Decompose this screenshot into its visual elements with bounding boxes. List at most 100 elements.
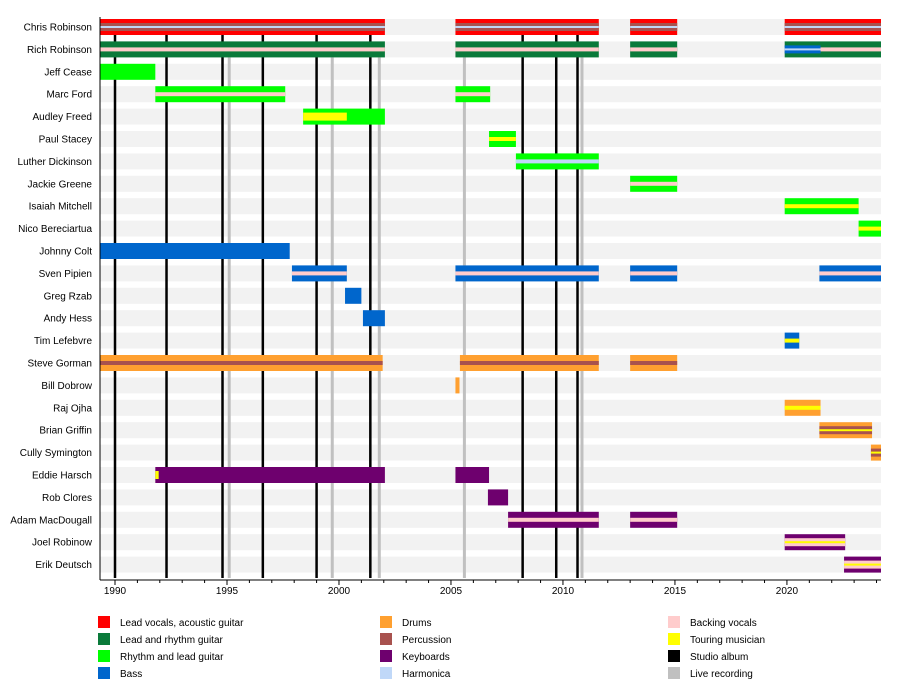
x-tick-label: 1995 xyxy=(216,586,239,597)
row-background xyxy=(100,444,881,461)
x-tick-label: 2015 xyxy=(664,586,687,597)
member-name: Jeff Cease xyxy=(44,67,92,78)
member-name: Erik Deutsch xyxy=(35,560,92,571)
row-background xyxy=(100,86,881,103)
member-stripe-backing-vocals xyxy=(455,271,599,276)
member-bar-bass xyxy=(100,243,290,259)
row-background xyxy=(100,287,881,304)
row-background xyxy=(100,556,881,573)
legend-swatch-bass xyxy=(98,667,110,679)
legend-swatch-studio xyxy=(668,650,680,662)
x-tick-label: 2020 xyxy=(776,586,799,597)
legend-swatch-lead-guitar xyxy=(98,633,110,645)
legend-swatch-backing-vocals xyxy=(668,616,680,628)
member-bar-touring xyxy=(155,471,159,479)
member-name: Johnny Colt xyxy=(39,247,92,258)
member-bar-bass xyxy=(345,287,362,304)
member-stripe-backing-vocals xyxy=(291,271,347,276)
member-bar-rhythm-guitar xyxy=(100,63,156,80)
legend-swatch-drums xyxy=(380,616,392,628)
member-name: Audley Freed xyxy=(33,112,92,123)
legend-label-lead-guitar: Lead and rhythm guitar xyxy=(120,635,224,646)
member-name: Brian Griffin xyxy=(39,426,92,437)
legend-label-harmonica: Harmonica xyxy=(402,669,451,680)
member-bar-keyboards xyxy=(487,489,509,506)
legend-swatch-lead-vocals xyxy=(98,616,110,628)
member-stripe-harmonica xyxy=(515,159,599,164)
member-name: Tim Lefebvre xyxy=(34,336,92,347)
legend-label-live: Live recording xyxy=(690,669,753,680)
member-name: Bill Dobrow xyxy=(41,381,92,392)
legend-label-touring: Touring musician xyxy=(690,635,765,646)
member-stripe-touring xyxy=(784,204,859,209)
member-name: Adam MacDougall xyxy=(10,515,92,526)
legend-label-rhythm-guitar: Rhythm and lead guitar xyxy=(120,652,224,663)
row-background xyxy=(100,422,881,439)
member-stripe-touring xyxy=(784,405,821,410)
member-bar-keyboards xyxy=(155,467,385,483)
member-bar-keyboards xyxy=(455,467,490,483)
legend-label-lead-vocals: Lead vocals, acoustic guitar xyxy=(120,618,244,629)
legend-label-backing-vocals: Backing vocals xyxy=(690,618,757,629)
row-background xyxy=(100,310,881,327)
row-background xyxy=(100,108,881,125)
row-background xyxy=(100,220,881,237)
member-name: Jackie Greene xyxy=(28,179,93,190)
member-stripe-touring xyxy=(489,137,516,141)
legend-swatch-harmonica xyxy=(380,667,392,679)
legend-label-studio: Studio album xyxy=(690,652,748,663)
row-background xyxy=(100,377,881,394)
member-bar-bass xyxy=(362,310,385,327)
member-name: Chris Robinson xyxy=(24,23,92,34)
x-tick-label: 1990 xyxy=(104,586,127,597)
member-name: Eddie Harsch xyxy=(32,471,92,482)
row-background xyxy=(100,332,881,349)
member-name: Sven Pipien xyxy=(39,269,92,280)
member-stripe-touring xyxy=(858,226,881,231)
member-stripe-percussion xyxy=(100,361,383,365)
member-stripe-harmonica xyxy=(455,26,599,28)
legend-label-keyboards: Keyboards xyxy=(402,652,450,663)
legend-swatch-touring xyxy=(668,633,680,645)
member-name: Andy Hess xyxy=(44,314,92,325)
member-stripe-harmonica xyxy=(100,26,385,28)
legend-label-bass: Bass xyxy=(120,669,142,680)
member-name: Steve Gorman xyxy=(28,359,92,370)
member-name: Luther Dickinson xyxy=(18,157,92,168)
member-stripe-touring xyxy=(870,451,881,454)
member-name: Marc Ford xyxy=(46,90,92,101)
member-name: Nico Bereciartua xyxy=(18,224,92,235)
row-background xyxy=(100,534,881,551)
member-name: Isaiah Mitchell xyxy=(29,202,92,213)
member-name: Joel Robinow xyxy=(32,538,93,549)
row-background xyxy=(100,153,881,170)
x-tick-label: 2005 xyxy=(440,586,463,597)
member-stripe-backing-vocals xyxy=(819,271,881,276)
member-name: Paul Stacey xyxy=(39,135,92,146)
row-background xyxy=(100,243,881,259)
member-stripe-backing-vocals xyxy=(155,92,286,97)
member-stripe-backing-vocals xyxy=(455,92,491,97)
legend-label-percussion: Percussion xyxy=(402,635,451,646)
row-background xyxy=(100,63,881,80)
legend-label-drums: Drums xyxy=(402,618,431,629)
member-stripe-touring xyxy=(784,541,846,544)
member-stripe-touring xyxy=(844,563,881,566)
member-stripe-backing-vocals xyxy=(455,47,599,52)
legend-swatch-rhythm-guitar xyxy=(98,650,110,662)
member-stripe-harmonica xyxy=(784,26,881,28)
member-name: Greg Rzab xyxy=(44,291,93,302)
member-bar-drums xyxy=(455,377,460,394)
member-stripe-backing-vocals xyxy=(630,271,678,276)
member-bar-touring xyxy=(303,112,347,121)
member-name: Raj Ojha xyxy=(53,403,92,414)
member-stripe-touring xyxy=(784,338,800,343)
x-tick-label: 2000 xyxy=(328,586,351,597)
x-tick-label: 2010 xyxy=(552,586,575,597)
member-name: Rich Robinson xyxy=(27,45,92,56)
member-stripe-backing-vocals xyxy=(630,517,678,522)
member-stripe-percussion xyxy=(459,361,599,365)
member-stripe-backing-vocals xyxy=(508,517,599,522)
